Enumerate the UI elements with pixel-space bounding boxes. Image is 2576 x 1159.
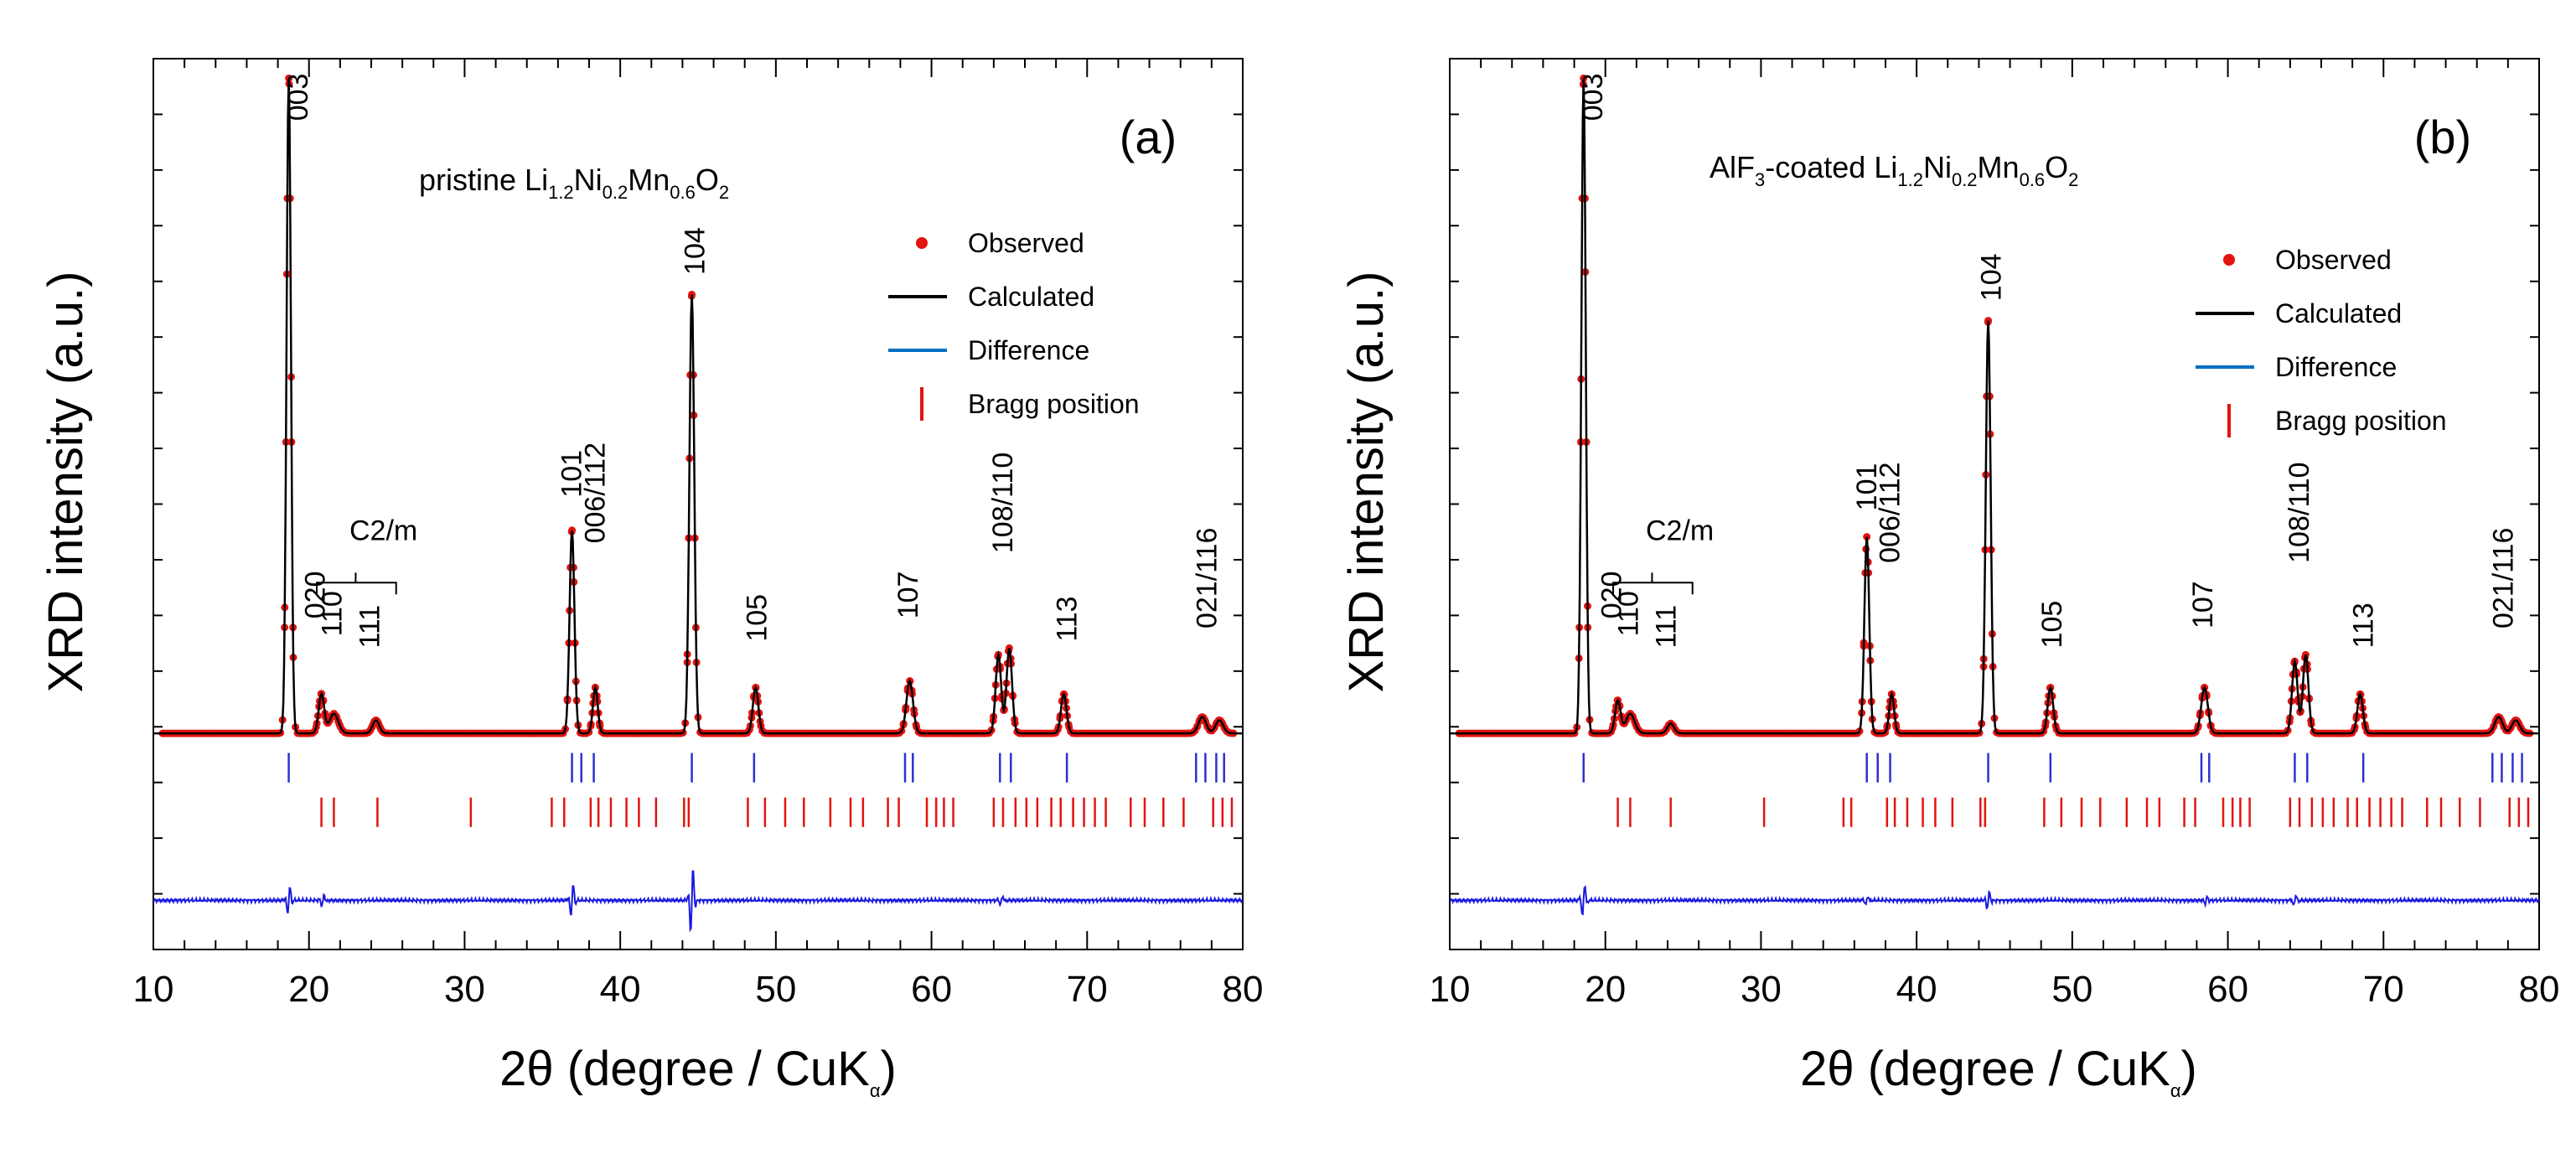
panel-b: 10 20 30 40 50 60 70 80 XRD intensity (a.u.) 2θ (…: [1339, 58, 2560, 1101]
peak-label: 110: [1613, 591, 1645, 636]
panel-letter: (b): [2414, 111, 2471, 163]
legend-observed-marker: [916, 237, 928, 249]
panel-letter: (a): [1120, 111, 1177, 163]
x-tick-label: 30: [444, 969, 485, 1010]
peak-label: 006/112: [1875, 462, 1906, 562]
x-tick-label: 50: [2051, 969, 2092, 1010]
x-tick-label: 20: [1585, 969, 1626, 1010]
peak-label: 105: [2036, 601, 2068, 649]
x-axis-title: 2θ (degree / CuKα): [499, 1042, 897, 1101]
x-axis: 10 20 30 40 50 60 70 80: [133, 59, 1264, 1010]
legend-label: Observed: [968, 228, 1084, 258]
bragg-positions: [287, 753, 1234, 827]
x-tick-label: 10: [133, 969, 174, 1010]
peak-label: 020: [299, 572, 331, 619]
x-tick-label: 80: [2519, 969, 2560, 1010]
sample-label: AlF3-coated Li1.2Ni0.2Mn0.6O2: [1710, 150, 2078, 190]
x-tick-label: 40: [1896, 969, 1937, 1010]
bragg-positions: [1582, 753, 2530, 827]
peak-label: 107: [2187, 581, 2219, 629]
peak-label: 104: [1975, 253, 2007, 301]
peak-label: 105: [742, 594, 773, 642]
legend-observed-marker: [2223, 254, 2235, 266]
legend-label: Calculated: [2275, 298, 2402, 329]
peak-label: 021/116: [1191, 528, 1223, 629]
plot-frame: [1449, 58, 2540, 950]
peak-label: C2/m: [1646, 515, 1714, 546]
calculated-series: [153, 78, 1243, 735]
x-tick-label: 20: [288, 969, 329, 1010]
sample-label: pristine Li1.2Ni0.2Mn0.6O2: [419, 163, 729, 203]
legend-label: Difference: [968, 335, 1089, 365]
legend-label: Bragg position: [2275, 406, 2447, 436]
x-tick-label: 60: [2207, 969, 2248, 1010]
legend: Observed Calculated Difference Bragg positi…: [2196, 245, 2447, 437]
x-tick-label: 50: [755, 969, 796, 1010]
peak-label: 101: [556, 450, 588, 498]
peak-label: 101: [1851, 463, 1883, 511]
peak-label: 021/116: [2487, 528, 2519, 629]
peak-label: 111: [1650, 605, 1682, 649]
x-tick-label: 70: [2363, 969, 2404, 1010]
x-axis-title: 2θ (degree / CuKα): [1800, 1042, 2197, 1101]
legend: Observed Calculated Difference Bragg positi…: [888, 228, 1140, 421]
x-tick-label: 40: [600, 969, 641, 1010]
legend-label: Difference: [2275, 352, 2397, 382]
peak-label: 107: [892, 572, 924, 619]
calculated-series: [1450, 78, 2539, 735]
difference-series: [1449, 885, 2540, 916]
c2m-bracket: [316, 572, 397, 595]
legend-label: Calculated: [968, 282, 1094, 312]
peak-label: 113: [1051, 596, 1083, 641]
peak-label: 020: [1596, 572, 1627, 619]
peak-label: C2/m: [349, 515, 417, 546]
peak-label: 003: [282, 74, 314, 122]
panel-a: 10 20 30 40 50 60 70 80 XRD intensity (a.u.) 2θ (…: [39, 58, 1264, 1101]
peak-label: 104: [679, 227, 711, 275]
legend-label: Bragg position: [968, 389, 1140, 419]
x-tick-label: 60: [911, 969, 952, 1010]
peak-label: 006/112: [580, 442, 612, 543]
x-tick-label: 70: [1067, 969, 1108, 1010]
peak-label: 003: [1577, 74, 1609, 122]
x-tick-label: 10: [1430, 969, 1471, 1010]
x-axis: 10 20 30 40 50 60 70 80: [1430, 59, 2560, 1010]
y-axis-title: XRD intensity (a.u.): [39, 272, 93, 693]
difference-series: [153, 870, 1244, 933]
x-tick-label: 80: [1223, 969, 1264, 1010]
legend-label: Observed: [2275, 245, 2392, 275]
peak-label: 110: [317, 591, 349, 636]
y-axis-title: XRD intensity (a.u.): [1339, 272, 1394, 693]
peak-label: 108/110: [987, 453, 1019, 553]
peak-label: 113: [2347, 603, 2379, 648]
c2m-bracket: [1612, 572, 1694, 595]
peak-label: 108/110: [2284, 462, 2315, 562]
x-tick-label: 30: [1741, 969, 1782, 1010]
peak-label: 111: [354, 605, 385, 649]
